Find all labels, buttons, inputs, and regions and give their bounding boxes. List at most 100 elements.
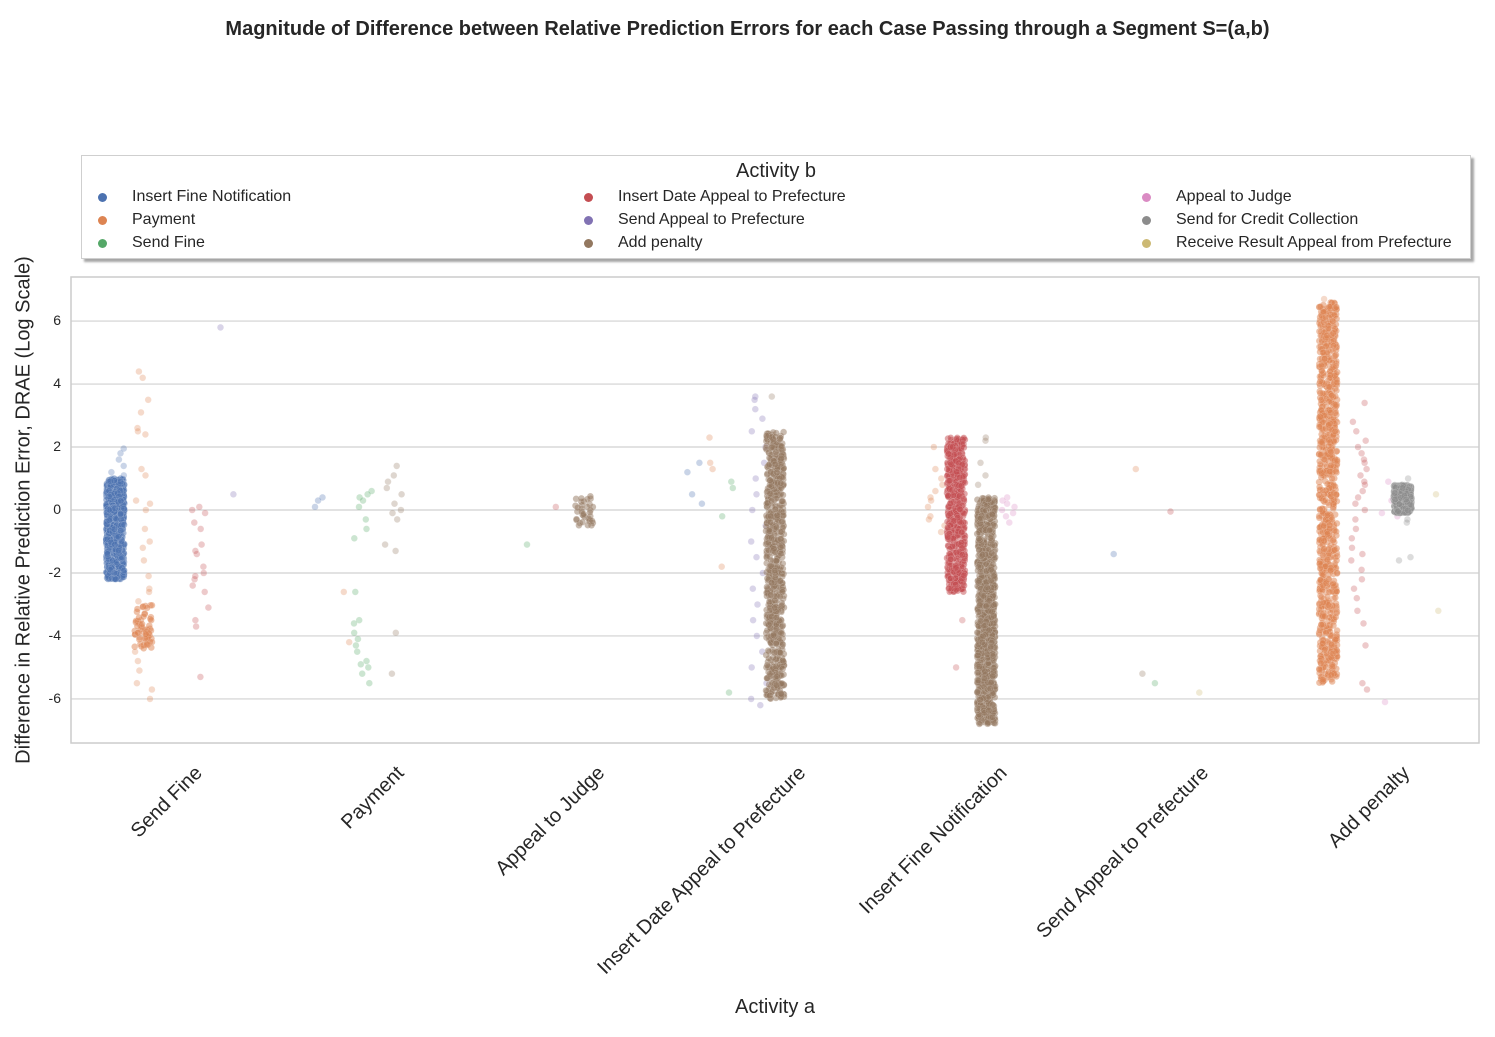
data-point: [946, 499, 954, 508]
legend: Activity b Insert Fine Notification Payme…: [81, 155, 1471, 259]
data-point: [1349, 418, 1357, 426]
data-point: [1395, 556, 1403, 564]
data-point: [350, 534, 358, 542]
data-point: [138, 620, 146, 628]
data-point: [523, 541, 531, 549]
legend-label: Insert Fine Notification: [132, 188, 292, 205]
data-point: [1391, 489, 1399, 497]
data-point: [1329, 650, 1337, 658]
data-point: [779, 511, 787, 519]
data-point: [776, 577, 784, 585]
data-point: [979, 592, 987, 600]
data-point: [1325, 436, 1333, 444]
data-point: [1320, 490, 1328, 498]
data-point: [1323, 511, 1332, 519]
data-point: [1353, 607, 1361, 615]
data-point: [768, 393, 776, 401]
data-point: [135, 367, 143, 376]
data-point: [980, 675, 988, 683]
data-point: [778, 518, 786, 526]
data-point: [748, 427, 756, 435]
data-point: [141, 430, 149, 438]
data-point: [1381, 698, 1389, 706]
data-point: [1332, 467, 1340, 475]
data-point: [1359, 619, 1368, 627]
legend-label: Insert Date Appeal to Prefecture: [618, 188, 846, 205]
data-point: [196, 673, 204, 681]
data-point: [1360, 456, 1368, 464]
data-point: [753, 600, 762, 609]
data-point: [110, 569, 118, 577]
data-point: [1358, 566, 1366, 574]
data-point: [139, 544, 147, 552]
data-point: [1348, 534, 1356, 542]
data-point: [137, 465, 146, 473]
data-point: [1333, 456, 1341, 464]
data-point: [103, 550, 111, 558]
data-point: [766, 518, 774, 526]
data-point: [945, 450, 953, 458]
data-point: [780, 428, 788, 436]
data-point: [1329, 329, 1337, 337]
data-point: [976, 459, 985, 467]
data-point: [1326, 521, 1334, 529]
data-point: [1320, 545, 1328, 553]
data-point: [145, 588, 153, 596]
x-axis-label: Activity a: [734, 996, 816, 1018]
data-point: [772, 614, 780, 622]
data-point: [976, 695, 984, 704]
data-point: [1359, 487, 1367, 495]
data-point: [944, 533, 952, 541]
data-point: [776, 593, 784, 601]
data-point: [351, 588, 359, 596]
data-point: [1318, 367, 1326, 375]
data-point: [1332, 362, 1340, 370]
data-point: [1391, 495, 1399, 503]
data-point: [117, 510, 125, 518]
data-point: [1328, 392, 1336, 400]
data-point: [705, 434, 714, 442]
data-point: [1315, 423, 1323, 431]
data-point: [937, 528, 945, 536]
data-point: [191, 616, 199, 624]
data-point: [1327, 671, 1335, 679]
data-point: [392, 547, 400, 555]
data-point: [773, 468, 781, 476]
data-point: [572, 515, 581, 523]
data-point: [146, 537, 154, 546]
data-point: [1320, 522, 1328, 530]
data-point: [729, 484, 737, 492]
data-point: [766, 490, 774, 498]
data-point: [146, 500, 154, 508]
data-point: [141, 471, 150, 479]
legend-marker: [1142, 239, 1151, 248]
data-point: [1316, 564, 1324, 572]
data-point: [1317, 659, 1325, 667]
data-point: [945, 585, 953, 593]
data-point: [779, 491, 787, 499]
data-point: [120, 566, 128, 574]
data-point: [958, 528, 966, 537]
data-point: [204, 604, 212, 612]
data-point: [988, 713, 997, 721]
data-point: [117, 527, 125, 535]
data-point: [979, 632, 987, 640]
data-point: [362, 525, 371, 533]
data-point: [117, 497, 125, 505]
data-point: [777, 690, 785, 698]
data-point: [311, 503, 319, 511]
data-point: [985, 707, 993, 715]
data-point: [1315, 327, 1323, 335]
data-point: [976, 568, 984, 576]
data-point: [718, 512, 726, 520]
data-point: [1327, 448, 1335, 456]
data-point: [106, 477, 114, 485]
data-point: [956, 505, 964, 513]
data-point: [927, 497, 935, 505]
data-point: [1003, 500, 1011, 508]
data-point: [110, 525, 118, 533]
data-point: [982, 602, 990, 610]
data-point: [1322, 579, 1330, 587]
data-point: [946, 555, 954, 563]
data-point: [1351, 500, 1359, 508]
